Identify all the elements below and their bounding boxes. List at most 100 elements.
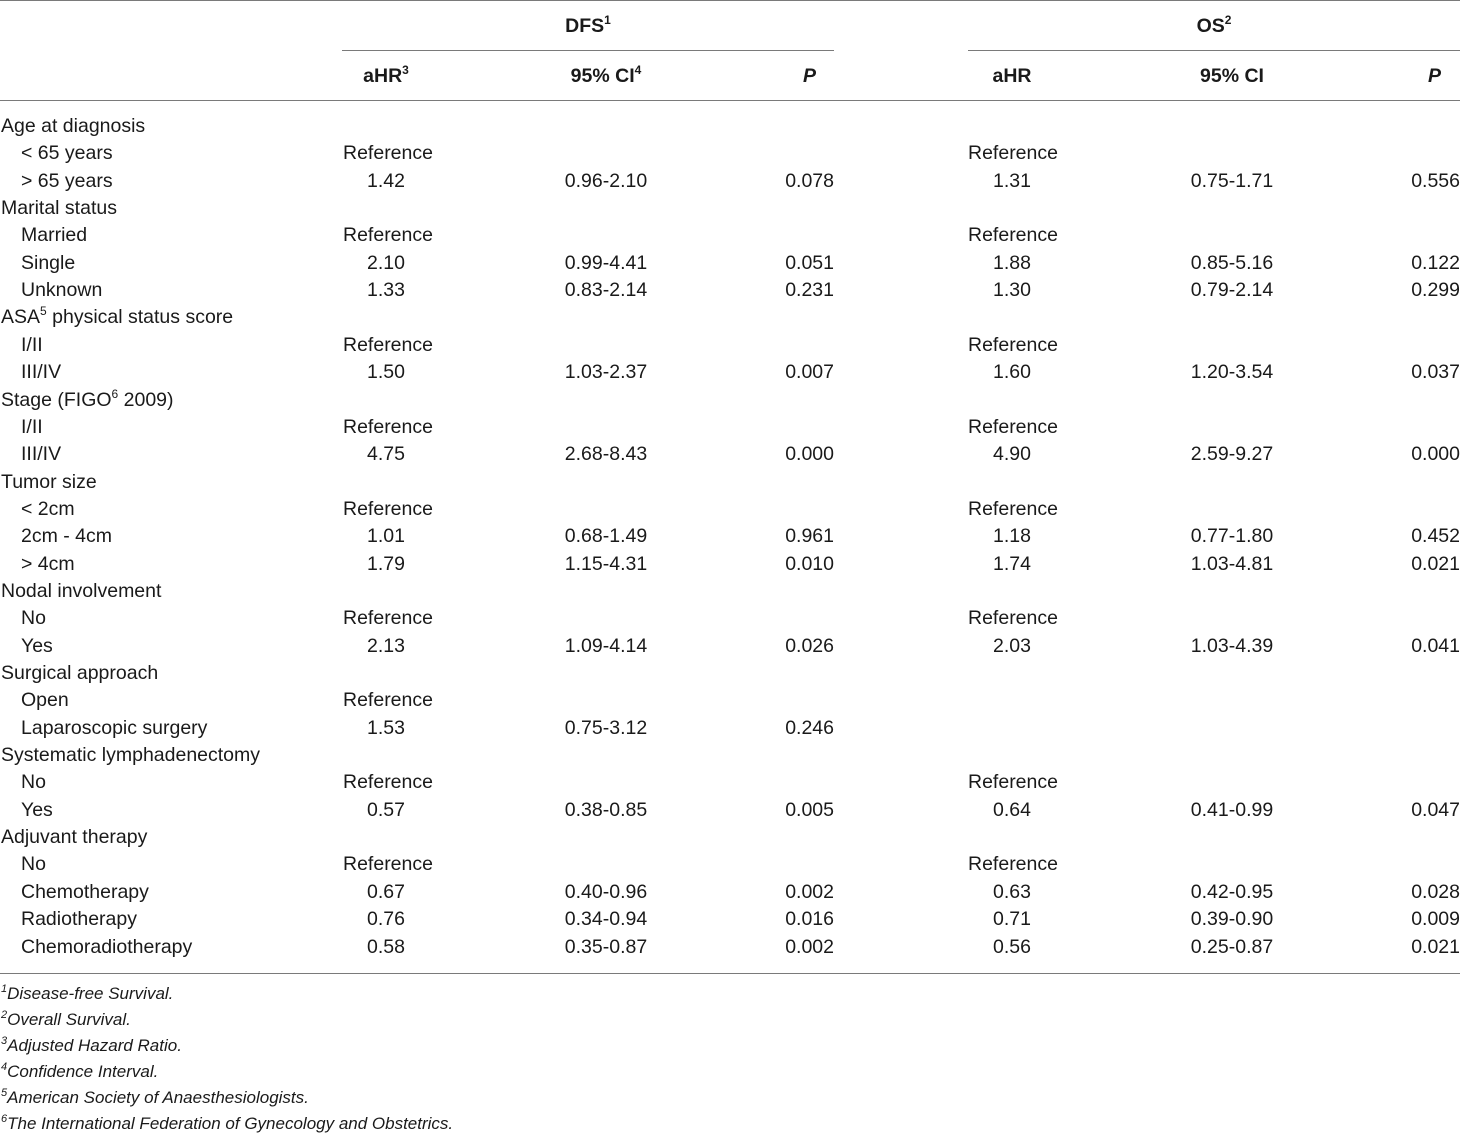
dfs-header: DFS1 — [565, 13, 611, 37]
dfs-ahr-cell: 1.79 — [367, 553, 405, 575]
os-p-cell: 0.028 — [1411, 881, 1460, 903]
os-ci-cell: 0.41-0.99 — [1190, 799, 1274, 821]
dfs-p-cell: 0.231 — [785, 279, 834, 301]
dfs-ci-cell: 0.68-1.49 — [564, 525, 648, 547]
row-group-label: Systematic lymphadenectomy — [1, 744, 261, 766]
row-sublabel: No — [21, 853, 46, 875]
dfs-p-cell: 0.961 — [785, 525, 834, 547]
reference-cell: Reference — [343, 853, 433, 875]
row-sublabel: Unknown — [21, 279, 103, 301]
os-ci-cell: 1.03-4.81 — [1190, 553, 1274, 575]
dfs-ci-cell: 1.15-4.31 — [564, 553, 648, 575]
dfs-ahr-cell: 0.57 — [367, 799, 405, 821]
os-ci-cell: 0.25-0.87 — [1190, 936, 1274, 958]
dfs-ci-cell: 0.83-2.14 — [564, 279, 648, 301]
dfs-ahr-cell: 1.53 — [367, 717, 405, 739]
dfs-p-cell: 0.246 — [785, 717, 834, 739]
dfs-p-cell: 0.002 — [785, 881, 834, 903]
row-sublabel: Yes — [21, 635, 53, 657]
row-group-label: Surgical approach — [1, 662, 159, 684]
os-ci-cell: 0.39-0.90 — [1190, 908, 1274, 930]
row-sublabel: Yes — [21, 799, 53, 821]
reference-cell: Reference — [968, 853, 1058, 875]
dfs-ahr-cell: 4.75 — [367, 443, 405, 465]
dfs-ci-cell: 0.34-0.94 — [564, 908, 648, 930]
reference-cell: Reference — [968, 224, 1058, 246]
os-ahr-cell: 0.56 — [993, 936, 1031, 958]
dfs-p-cell: 0.026 — [785, 635, 834, 657]
reference-cell: Reference — [343, 334, 433, 356]
row-group-label: Adjuvant therapy — [1, 826, 148, 848]
dfs-ahr-cell: 1.33 — [367, 279, 405, 301]
os-ahr-header: aHR — [992, 65, 1032, 87]
os-p-cell: 0.452 — [1411, 525, 1460, 547]
dfs-ci-cell: 0.35-0.87 — [564, 936, 648, 958]
reference-cell: Reference — [968, 498, 1058, 520]
os-ahr-cell: 0.64 — [993, 799, 1031, 821]
os-p-cell: 0.037 — [1411, 361, 1460, 383]
row-sublabel: Radiotherapy — [21, 908, 137, 930]
dfs-p-cell: 0.016 — [785, 908, 834, 930]
os-ci-cell: 0.85-5.16 — [1190, 252, 1274, 274]
row-group-label: Marital status — [1, 197, 117, 219]
os-p-cell: 0.021 — [1411, 936, 1460, 958]
os-ahr-cell: 0.63 — [993, 881, 1031, 903]
os-ahr-cell: 1.88 — [993, 252, 1031, 274]
os-ahr-cell: 4.90 — [993, 443, 1031, 465]
row-sublabel: > 65 years — [21, 170, 113, 192]
dfs-ahr-cell: 1.01 — [367, 525, 405, 547]
os-ci-cell: 0.79-2.14 — [1190, 279, 1274, 301]
row-sublabel: I/II — [21, 416, 43, 438]
row-sublabel: III/IV — [21, 361, 62, 383]
os-ci-cell: 1.20-3.54 — [1190, 361, 1274, 383]
footnote-item: 2Overall Survival. — [1, 1009, 131, 1030]
footnote-item: 6The International Federation of Gynecol… — [1, 1113, 454, 1134]
dfs-p-cell: 0.051 — [785, 252, 834, 274]
reference-cell: Reference — [968, 607, 1058, 629]
reference-cell: Reference — [343, 771, 433, 793]
reference-cell: Reference — [343, 689, 433, 711]
dfs-ahr-cell: 0.76 — [367, 908, 405, 930]
row-sublabel: < 65 years — [21, 142, 113, 164]
row-sublabel: Chemotherapy — [21, 881, 149, 903]
dfs-ahr-cell: 2.13 — [367, 635, 405, 657]
dfs-ci-cell: 0.99-4.41 — [564, 252, 648, 274]
row-sublabel: Chemoradiotherapy — [21, 936, 193, 958]
row-sublabel: 2cm - 4cm — [21, 525, 113, 547]
row-sublabel: No — [21, 771, 46, 793]
os-p-cell: 0.122 — [1411, 252, 1460, 274]
row-sublabel: < 2cm — [21, 498, 75, 520]
reference-cell: Reference — [343, 224, 433, 246]
os-p-cell: 0.000 — [1411, 443, 1460, 465]
os-p-header: P — [1427, 65, 1441, 87]
reference-cell: Reference — [968, 142, 1058, 164]
os-header: OS2 — [1196, 13, 1232, 37]
dfs-ahr-cell: 0.67 — [367, 881, 405, 903]
row-group-label: ASA5 physical status score — [1, 304, 234, 328]
footnote-item: 1Disease-free Survival. — [1, 983, 174, 1004]
os-ahr-cell: 1.18 — [993, 525, 1031, 547]
os-p-cell: 0.009 — [1411, 908, 1460, 930]
reference-cell: Reference — [343, 498, 433, 520]
reference-cell: Reference — [343, 142, 433, 164]
row-group-label: Age at diagnosis — [1, 115, 146, 137]
reference-cell: Reference — [968, 334, 1058, 356]
table-bottom-rule — [0, 973, 1460, 974]
os-p-cell: 0.047 — [1411, 799, 1460, 821]
os-ahr-cell: 1.30 — [993, 279, 1031, 301]
os-p-cell: 0.021 — [1411, 553, 1460, 575]
row-sublabel: Single — [21, 252, 76, 274]
footnote-item: 5American Society of Anaesthesiologists. — [1, 1087, 309, 1108]
row-sublabel: I/II — [21, 334, 43, 356]
os-ahr-cell: 1.60 — [993, 361, 1031, 383]
dfs-ahr-header: aHR3 — [363, 63, 409, 87]
footnote-item: 3Adjusted Hazard Ratio. — [1, 1035, 182, 1056]
dfs-ci-cell: 0.96-2.10 — [564, 170, 648, 192]
dfs-ahr-cell: 1.50 — [367, 361, 405, 383]
os-ahr-cell: 1.74 — [993, 553, 1031, 575]
dfs-p-cell: 0.002 — [785, 936, 834, 958]
dfs-ci-header: 95% CI4 — [570, 63, 642, 87]
os-ci-cell: 0.42-0.95 — [1190, 881, 1274, 903]
dfs-ci-cell: 1.09-4.14 — [564, 635, 648, 657]
dfs-ci-cell: 0.40-0.96 — [564, 881, 648, 903]
